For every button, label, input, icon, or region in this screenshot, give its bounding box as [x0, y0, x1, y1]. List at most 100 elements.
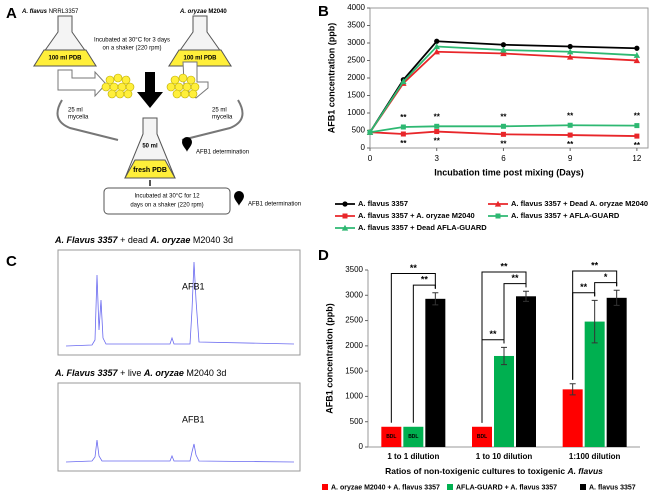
marker	[500, 46, 507, 53]
comparison-label: **	[489, 329, 497, 339]
flask-medium: 100 ml PDB	[183, 56, 217, 62]
legend-swatch	[580, 484, 586, 490]
marker	[633, 52, 641, 58]
value-label: BDL	[477, 434, 487, 440]
y-tick-label: 3000	[347, 38, 365, 47]
partner: A. oryzae	[149, 235, 190, 245]
comparison-label: **	[580, 282, 588, 292]
legend-label: A. flavus 3357 + Dead AFLA-GUARD	[358, 223, 487, 232]
marker	[366, 129, 374, 135]
y-tick-label: 2000	[345, 341, 363, 350]
error-bar	[613, 289, 620, 306]
step-box	[103, 187, 231, 215]
x-tick-label: 6	[501, 154, 506, 163]
legend-swatch	[322, 484, 328, 490]
diagram: A. flavus NRRL3357 100 ml PDB A. oryzae …	[21, 9, 301, 215]
title-text: M2040 3d	[193, 235, 233, 245]
title-text: M2040 3d	[186, 368, 226, 378]
step-text: AFB1 determination	[196, 150, 249, 156]
legend-marker	[342, 201, 348, 207]
error-bar	[569, 383, 576, 396]
y-tick-label: 1500	[347, 91, 365, 100]
step-text: on a shaker (220 rpm)	[102, 46, 161, 52]
strain: 3357	[98, 368, 119, 378]
bar	[516, 296, 536, 447]
title-text: Ratios of non-toxigenic cultures to toxi…	[385, 466, 565, 476]
comparison-bracket	[594, 282, 618, 297]
flask-medium: fresh PDB	[133, 167, 167, 174]
bar	[425, 298, 446, 447]
flask-label: A. flavus NRRL3357	[21, 9, 79, 15]
y-tick-label: 500	[352, 126, 366, 135]
chromatograms: A. Flavus 3357 + dead A. oryzae M2040 3d…	[54, 235, 301, 472]
y-tick-label: 4000	[347, 3, 365, 12]
arrow	[56, 99, 119, 141]
species: A. Flavus	[54, 235, 95, 245]
chromatogram-title: A. Flavus 3357 + live A. oryzae M2040 3d	[54, 368, 226, 378]
comparison-label: **	[500, 261, 508, 271]
y-tick-label: 2500	[345, 316, 363, 325]
pin-icon	[182, 137, 192, 152]
legend-label: A. flavus 3357	[358, 199, 408, 208]
marker	[500, 42, 507, 48]
marker	[566, 48, 574, 55]
marker	[634, 123, 640, 129]
x-tick-label: 12	[632, 154, 641, 163]
chromatogram-title: A. Flavus 3357 + dead A. oryzae M2040 3d	[54, 235, 233, 245]
significance-label: **	[567, 111, 574, 120]
panel-label: B	[318, 3, 329, 20]
legend-marker	[495, 213, 501, 219]
comparison-bracket	[390, 273, 436, 423]
bar	[381, 426, 402, 447]
title-text: + dead	[120, 235, 148, 245]
chromatogram-frame	[57, 382, 301, 472]
y-tick-label: 500	[350, 417, 364, 426]
arrow	[137, 72, 163, 108]
partner: A. oryzae	[143, 368, 184, 378]
peak-label: AFB1	[182, 281, 205, 291]
step-text: AFB1 determination	[248, 202, 301, 208]
bar	[494, 355, 514, 447]
panel-label: C	[6, 253, 17, 270]
step-text: Incubated at 30°C for 3 days	[94, 38, 170, 44]
x-tick-label: 1 to 10 dilution	[476, 452, 533, 461]
comparison-bracket	[412, 284, 436, 423]
pin-icon	[234, 191, 244, 206]
x-axis-title: Incubation time post mixing (Days)	[434, 167, 584, 177]
legend-swatch	[447, 484, 453, 490]
legend-label: A. flavus 3357	[589, 484, 636, 491]
marker	[500, 131, 506, 137]
panel-label: D	[318, 247, 329, 264]
arrow	[181, 99, 244, 141]
series-line	[369, 124, 637, 134]
x-tick-label: 3	[434, 154, 439, 163]
title-species: A. flavus	[566, 466, 603, 476]
flask-label: A. oryzae M2040	[179, 9, 227, 15]
legend-marker	[494, 200, 502, 207]
y-axis-title: AFB1 concentration (ppb)	[324, 303, 334, 414]
y-tick-label: 1000	[345, 392, 363, 401]
step-text: mycelia	[212, 115, 233, 121]
marker	[434, 38, 440, 44]
step-text: 25 ml	[68, 108, 83, 114]
marker	[400, 78, 407, 85]
strain: NRRL3357	[49, 9, 79, 15]
marker	[567, 43, 573, 50]
species: A. oryzae	[179, 9, 207, 15]
chromatogram-frame	[57, 249, 301, 356]
y-tick-label: 3500	[345, 265, 363, 274]
arrow	[57, 69, 107, 98]
legend-label: A. flavus 3357 + Dead A. oryzae M2040	[511, 199, 648, 208]
marker	[434, 123, 440, 129]
flask-volume: 50 ml	[142, 144, 158, 150]
flask-liquid	[33, 49, 97, 67]
y-tick-label: 3000	[345, 290, 363, 299]
significance-label: **	[634, 141, 641, 150]
significance-label: **	[500, 139, 507, 148]
bar	[606, 297, 627, 447]
bar	[584, 321, 605, 447]
value-label: BDL	[386, 434, 396, 440]
legend-label: A. flavus 3357 + AFLA-GUARD	[511, 211, 620, 220]
strain: 3357	[98, 235, 119, 245]
